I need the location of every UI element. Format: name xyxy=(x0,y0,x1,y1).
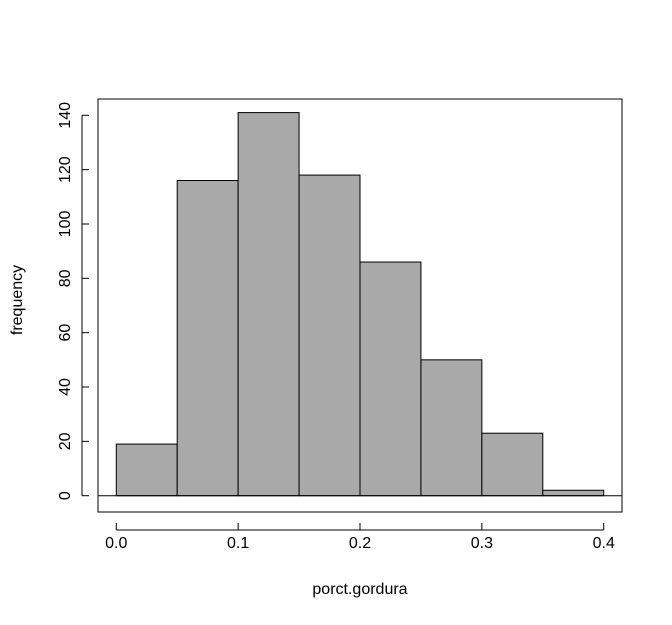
y-tick-label: 140 xyxy=(57,102,74,129)
bars xyxy=(115,112,605,497)
x-tick-label: 0.1 xyxy=(227,535,249,552)
histogram-bar xyxy=(298,174,361,497)
histogram-bar xyxy=(420,359,483,497)
y-axis-label: frequency xyxy=(9,265,26,335)
histogram-bar xyxy=(481,432,544,497)
histogram-bar xyxy=(115,443,178,497)
x-tick-label: 0.2 xyxy=(349,535,371,552)
plot-frame xyxy=(97,98,623,513)
x-tick-label: 0.4 xyxy=(593,535,615,552)
histogram-bar xyxy=(176,180,239,497)
y-tick-label: 0 xyxy=(57,491,74,500)
x-axis: 0.0 0.1 0.2 0.3 0.4 xyxy=(105,523,615,552)
y-tick-label: 120 xyxy=(57,156,74,183)
y-tick-label: 100 xyxy=(57,211,74,238)
y-tick-label: 40 xyxy=(57,378,74,396)
histogram-bar xyxy=(542,489,605,497)
x-axis-label: porct.gordura xyxy=(312,581,407,598)
y-tick-label: 60 xyxy=(57,324,74,342)
x-tick-label: 0.0 xyxy=(105,535,127,552)
y-axis: 0 20 40 60 80 100 120 140 xyxy=(57,102,89,500)
y-tick-label: 20 xyxy=(57,432,74,450)
histogram-bar xyxy=(237,112,300,497)
x-tick-label: 0.3 xyxy=(471,535,493,552)
y-tick-label: 80 xyxy=(57,269,74,287)
histogram-bar xyxy=(359,261,422,497)
